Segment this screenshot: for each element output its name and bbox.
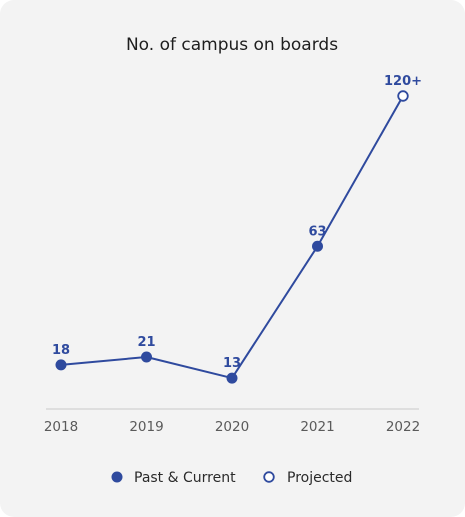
legend-marker-past [111, 471, 123, 483]
legend: Past & Current Projected [111, 470, 352, 486]
legend-label: Projected [287, 470, 352, 486]
data-label: 13 [223, 356, 241, 371]
data-labels: 18 21 13 63 120+ [52, 74, 422, 371]
x-tick-label: 2018 [44, 419, 78, 435]
data-label: 63 [308, 224, 326, 239]
series-line [60, 95, 404, 380]
data-label: 21 [137, 335, 155, 350]
x-tick-label: 2020 [215, 419, 249, 435]
series-polyline [60, 95, 404, 380]
data-point [55, 359, 67, 371]
x-tick-label: 2019 [129, 419, 163, 435]
legend-marker-projected [263, 471, 275, 483]
data-label: 120+ [384, 74, 422, 89]
data-point [226, 372, 238, 384]
x-tick-label: 2022 [386, 419, 420, 435]
x-axis: 2018 2019 2020 2021 2022 [44, 408, 420, 435]
data-points [55, 90, 409, 384]
data-label: 18 [52, 343, 70, 358]
data-point [141, 351, 152, 363]
data-point [312, 240, 323, 252]
x-tick-label: 2021 [300, 419, 334, 435]
data-point-projected [397, 90, 409, 102]
chart-title: No. of campus on boards [126, 35, 338, 55]
legend-label: Past & Current [134, 470, 236, 486]
